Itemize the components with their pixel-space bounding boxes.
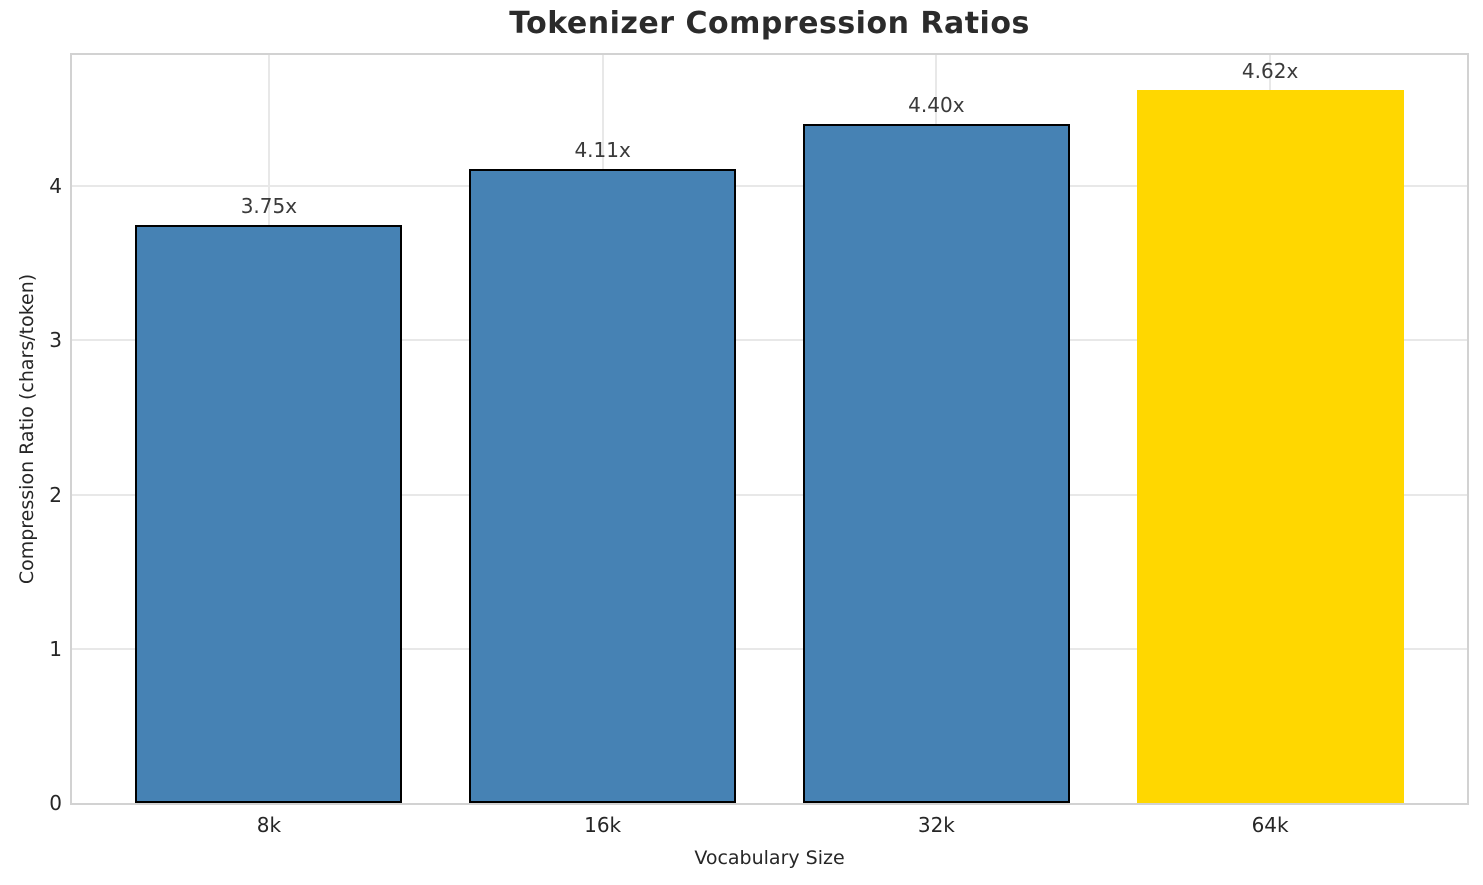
y-tick-label-1: 1 — [49, 636, 62, 661]
y-gridline-4 — [72, 185, 1467, 188]
bar-value-label-8k: 3.75x — [240, 193, 298, 218]
y-tick-label-4: 4 — [49, 174, 62, 199]
y-gridline-1 — [72, 647, 1467, 650]
y-axis-label: Compression Ratio (chars/token) — [16, 273, 38, 585]
x-tick-label-64k: 64k — [1251, 813, 1289, 837]
bar-value-label-32k: 4.40x — [908, 93, 965, 118]
bar-16k — [469, 169, 737, 803]
bar-value-label-64k: 4.62x — [1241, 59, 1299, 84]
y-gridline-3 — [72, 339, 1467, 342]
x-tick-label-32k: 32k — [917, 813, 955, 837]
x-axis-label: Vocabulary Size — [694, 847, 845, 869]
x-tick-label-16k: 16k — [584, 813, 622, 837]
y-tick-label-0: 0 — [49, 791, 62, 815]
bar-64k — [1136, 90, 1404, 803]
bar-value-label-16k: 4.11x — [574, 138, 631, 163]
y-tick-label-3: 3 — [49, 328, 62, 353]
y-gridline-2 — [72, 493, 1467, 496]
x-tick-label-8k: 8k — [256, 813, 282, 837]
bar-32k — [802, 124, 1070, 803]
chart-title: Tokenizer Compression Ratios — [509, 6, 1030, 41]
bar-8k — [135, 224, 403, 803]
plot-area: 3.75x 4.11x 4.40x 4.62x — [70, 53, 1469, 805]
y-tick-label-2: 2 — [49, 482, 62, 507]
